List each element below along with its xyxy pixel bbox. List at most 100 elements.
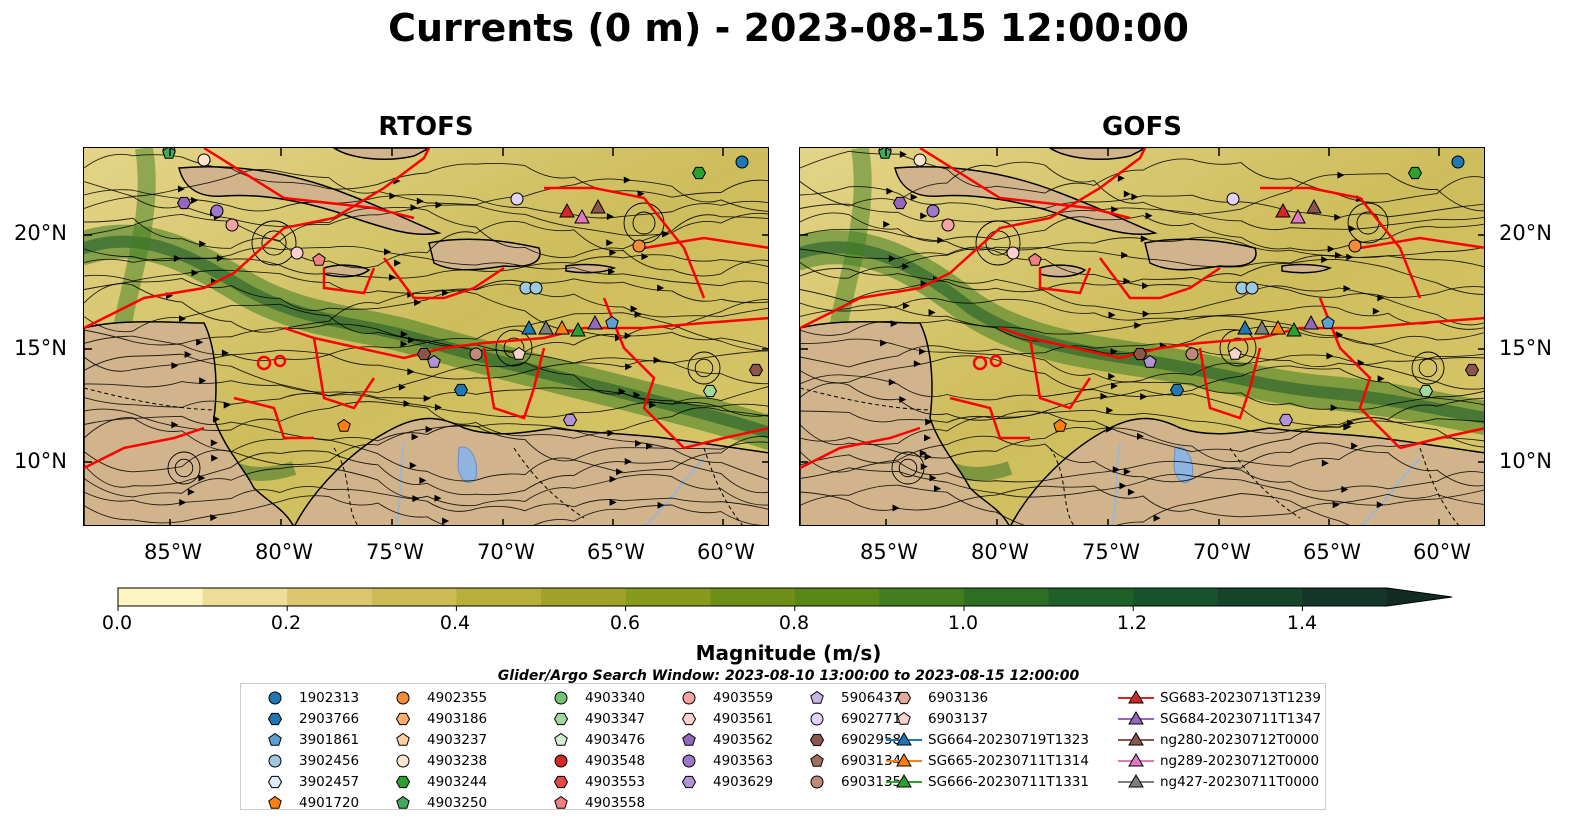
streamline-arrow	[609, 498, 617, 506]
streamline-arrow	[1348, 225, 1356, 233]
streamline-arrow	[1123, 190, 1131, 198]
legend-marker	[810, 775, 824, 789]
legend-marker	[682, 754, 696, 768]
streamline-arrow	[607, 429, 615, 437]
streamline	[800, 427, 1484, 467]
streamline-arrow	[1105, 425, 1113, 433]
streamline	[84, 168, 768, 212]
legend-label: 4903340	[585, 690, 646, 706]
eddie-streamline	[898, 458, 918, 478]
argo-float-marker	[1132, 347, 1148, 361]
lon-label-85w-right: 85°W	[860, 540, 918, 564]
streamline-arrow	[913, 360, 921, 368]
streamline	[84, 392, 768, 418]
streamline	[800, 161, 1484, 215]
eez-line	[312, 337, 376, 410]
streamline	[84, 206, 768, 258]
streamline-arrow	[1121, 251, 1129, 259]
colorbar-cell	[1217, 588, 1303, 606]
streamline	[800, 454, 1484, 492]
panel-title-rtofs: RTOFS	[378, 112, 474, 142]
legend-marker	[897, 711, 911, 725]
eez-line	[800, 426, 921, 470]
rtofs-map-canvas	[84, 148, 768, 525]
lat-label-10n-left: 10°N	[14, 449, 67, 473]
legend-label: SG666-20230711T1331	[928, 774, 1089, 790]
streamline	[84, 437, 768, 482]
glider-marker	[521, 319, 537, 335]
streamline-arrow	[191, 196, 199, 204]
streamline-arrow	[414, 299, 422, 307]
eez-line	[949, 396, 1030, 440]
eddie-streamline	[891, 451, 925, 485]
legend-label: 6902958	[841, 732, 902, 748]
colorbar-cell	[371, 588, 457, 606]
streamline-arrow	[384, 248, 392, 256]
streamline-arrow	[177, 185, 185, 193]
legend-label: 5906437	[841, 690, 902, 706]
streamline-arrow	[910, 193, 918, 201]
lat-label-10n-right: 10°N	[1499, 449, 1552, 473]
streamlines	[800, 150, 1484, 525]
streamline	[84, 153, 768, 198]
eez-line	[1028, 337, 1092, 410]
streamline-arrow	[888, 378, 896, 386]
lon-label-65w-left: 65°W	[587, 540, 645, 564]
legend-label: 4901720	[299, 795, 360, 811]
streamline-arrow	[1142, 282, 1150, 290]
legend-label: SG665-20230711T1314	[928, 753, 1089, 769]
legend-marker	[553, 712, 569, 726]
streamline-arrow	[880, 339, 888, 347]
streamline-arrow	[623, 176, 631, 184]
glider-marker	[574, 208, 590, 224]
frame-ticks	[800, 148, 1484, 525]
river	[1111, 442, 1121, 525]
eez-circle	[972, 355, 988, 371]
float-markers	[162, 148, 764, 432]
streamline	[800, 150, 1484, 203]
river	[644, 457, 705, 525]
legend-marker	[886, 753, 922, 767]
colorbar-cell	[710, 588, 796, 606]
eez-line	[683, 427, 768, 450]
streamline-arrow	[899, 150, 907, 158]
legend-label: 4903237	[427, 732, 488, 748]
streamline-arrow	[1110, 348, 1118, 356]
hispaniola-landmass	[1144, 238, 1257, 271]
eddie-streamline	[1418, 358, 1438, 378]
cbar-tick-7: 1.4	[1286, 612, 1318, 634]
eez-boundaries	[800, 148, 1484, 470]
streamline-arrow	[615, 334, 623, 342]
lon-label-65w-right: 65°W	[1303, 540, 1361, 564]
search-window-text: Glider/Argo Search Window: 2023-08-10 13…	[497, 668, 1080, 684]
current-core	[84, 235, 768, 439]
argo-float-marker	[427, 354, 441, 368]
streamline-arrow	[211, 454, 219, 462]
streamline-arrow	[886, 187, 894, 195]
argo-float-marker	[1053, 418, 1067, 432]
legend-marker	[681, 712, 697, 726]
streamline-arrow	[216, 254, 224, 262]
streamline-arrow	[1335, 331, 1343, 339]
glider-marker	[1290, 208, 1306, 224]
glider-marker	[590, 198, 606, 214]
frame-ticks	[84, 148, 768, 525]
streamline	[84, 465, 768, 507]
argo-float-marker	[469, 347, 483, 361]
streamline-arrow	[934, 485, 942, 493]
legend-marker	[1118, 753, 1154, 767]
glider-marker	[1306, 198, 1322, 214]
eez-circle	[273, 354, 287, 368]
streamline-arrow	[435, 201, 443, 209]
eez-line	[322, 267, 376, 295]
argo-float-marker	[1169, 383, 1185, 397]
streamline-arrow	[171, 421, 179, 429]
legend-marker	[810, 753, 824, 767]
legend-label: 4903562	[713, 732, 774, 748]
river	[1360, 457, 1421, 525]
legend-marker	[268, 795, 282, 809]
gofs-map-canvas	[800, 148, 1484, 525]
streamline-arrow	[199, 377, 207, 385]
eddie-streamline	[632, 211, 656, 235]
eddie-streamline	[503, 337, 525, 359]
